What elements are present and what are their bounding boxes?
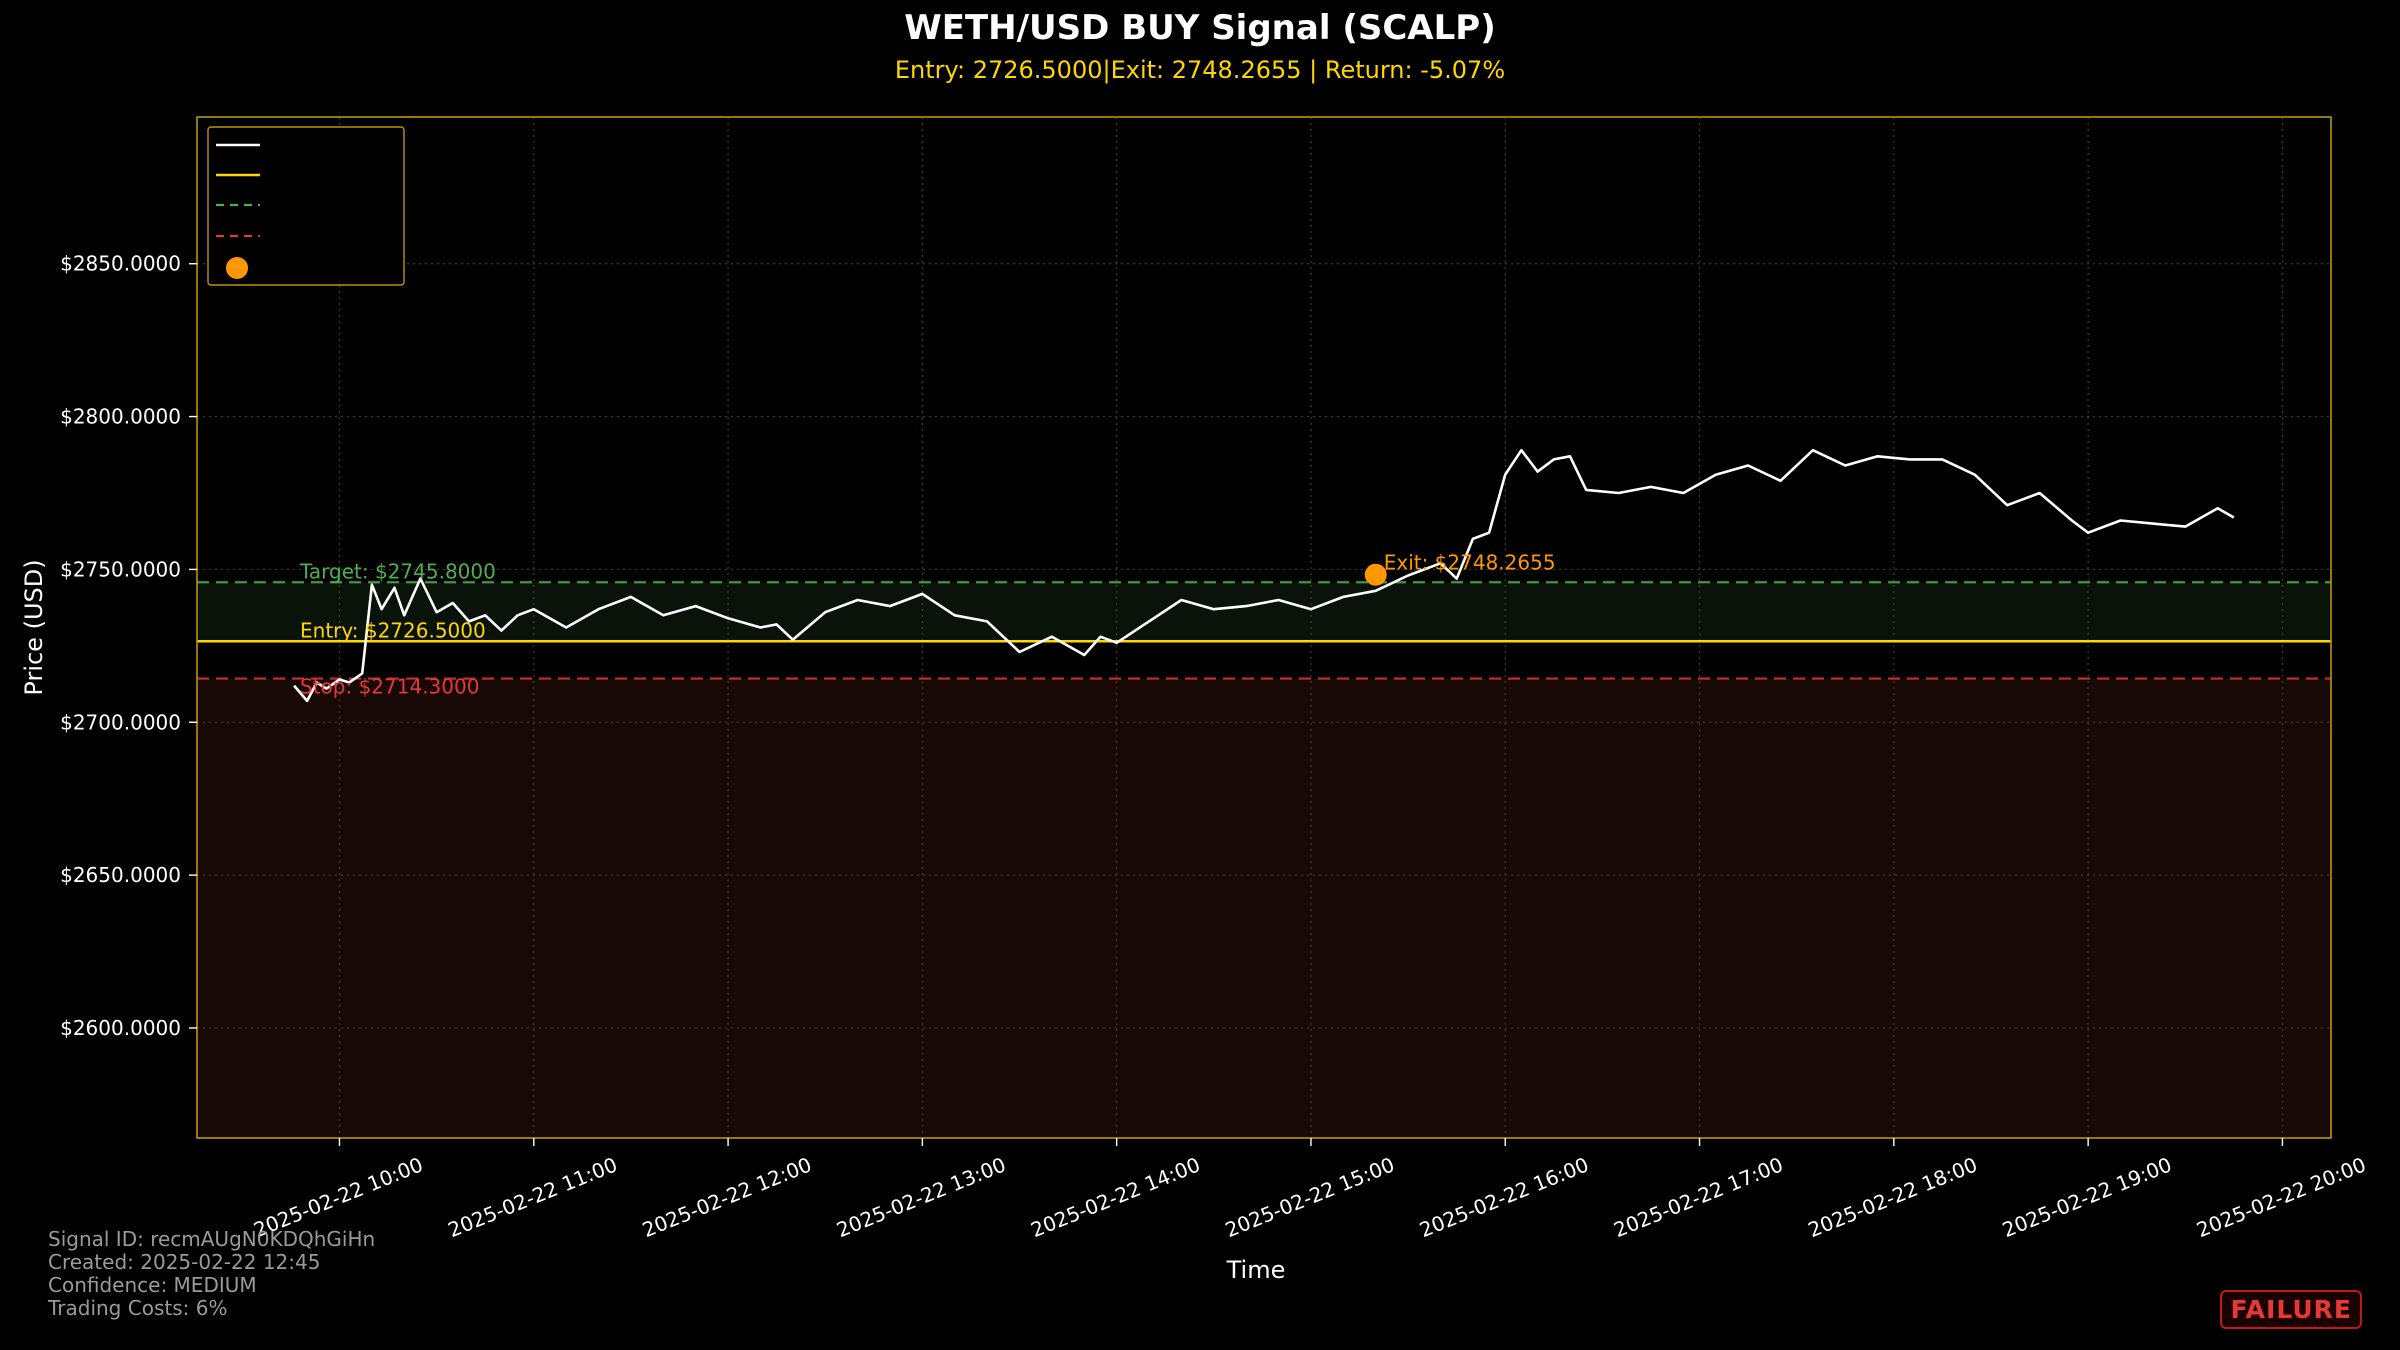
plot-frame [196, 116, 2332, 1139]
legend [207, 126, 405, 286]
confidence-text: Confidence: MEDIUM [48, 1273, 257, 1297]
y-tick-label: $2800.0000 [60, 405, 181, 429]
level-labels: Exit: $2748.2655 Target: $2745.8000 Entry:… [299, 551, 1556, 699]
level-lines [197, 581, 2331, 680]
y-tick-label: $2600.0000 [60, 1016, 181, 1040]
x-tick-label: 2025-02-22 18:00 [1805, 1152, 1981, 1242]
x-tick-label: 2025-02-22 11:00 [445, 1152, 621, 1242]
created-text: Created: 2025-02-22 12:45 [48, 1250, 321, 1274]
legend-exit-handle [226, 257, 248, 279]
signal-id-text: Signal ID: recmAUgN0KDQhGiHn [48, 1227, 376, 1251]
legend-box [207, 126, 405, 286]
profit-zone [197, 582, 2331, 642]
x-tick-label: 2025-02-22 16:00 [1416, 1152, 1592, 1242]
grid-layer [197, 117, 2331, 1138]
exit-marker-layer [1364, 563, 1387, 586]
x-tick-label: 2025-02-22 17:00 [1610, 1152, 1786, 1242]
series-layer [293, 448, 2235, 703]
exit-marker [1364, 563, 1387, 586]
x-tick-label: 2025-02-22 15:00 [1222, 1152, 1398, 1242]
x-axis-label: Time [1226, 1256, 1286, 1284]
zone-layer [197, 582, 2331, 1138]
y-axis-label: Price (USD) [20, 559, 48, 695]
x-tick-label: 2025-02-22 19:00 [1999, 1152, 2175, 1242]
status-badge: FAILURE [2220, 1290, 2362, 1329]
loss-zone [197, 678, 2331, 1138]
exit-label: Exit: $2748.2655 [1384, 551, 1556, 575]
chart-title: WETH/USD BUY Signal (SCALP) [904, 8, 1496, 48]
x-tick-label: 2025-02-22 13:00 [833, 1152, 1009, 1242]
trading-costs-text: Trading Costs: 6% [48, 1296, 228, 1320]
stop-label: Stop: $2714.3000 [300, 675, 479, 699]
entry-label: Entry: $2726.5000 [300, 618, 486, 642]
y-tick-label: $2850.0000 [60, 252, 181, 276]
y-tick-label: $2750.0000 [60, 557, 181, 581]
x-tick-label: 2025-02-22 14:00 [1027, 1152, 1203, 1242]
y-tick-label: $2700.0000 [60, 710, 181, 734]
x-tick-label: 2025-02-22 20:00 [2193, 1152, 2369, 1242]
x-tick-label: 2025-02-22 12:00 [639, 1152, 815, 1242]
target-label: Target: $2745.8000 [299, 559, 496, 583]
price-line [293, 448, 2235, 703]
signal-info: Signal ID: recmAUgN0KDQhGiHn Created: 20… [48, 1228, 375, 1320]
chart-subtitle: Entry: 2726.5000|Exit: 2748.2655 | Retur… [894, 56, 1506, 84]
y-tick-label: $2650.0000 [60, 863, 181, 887]
